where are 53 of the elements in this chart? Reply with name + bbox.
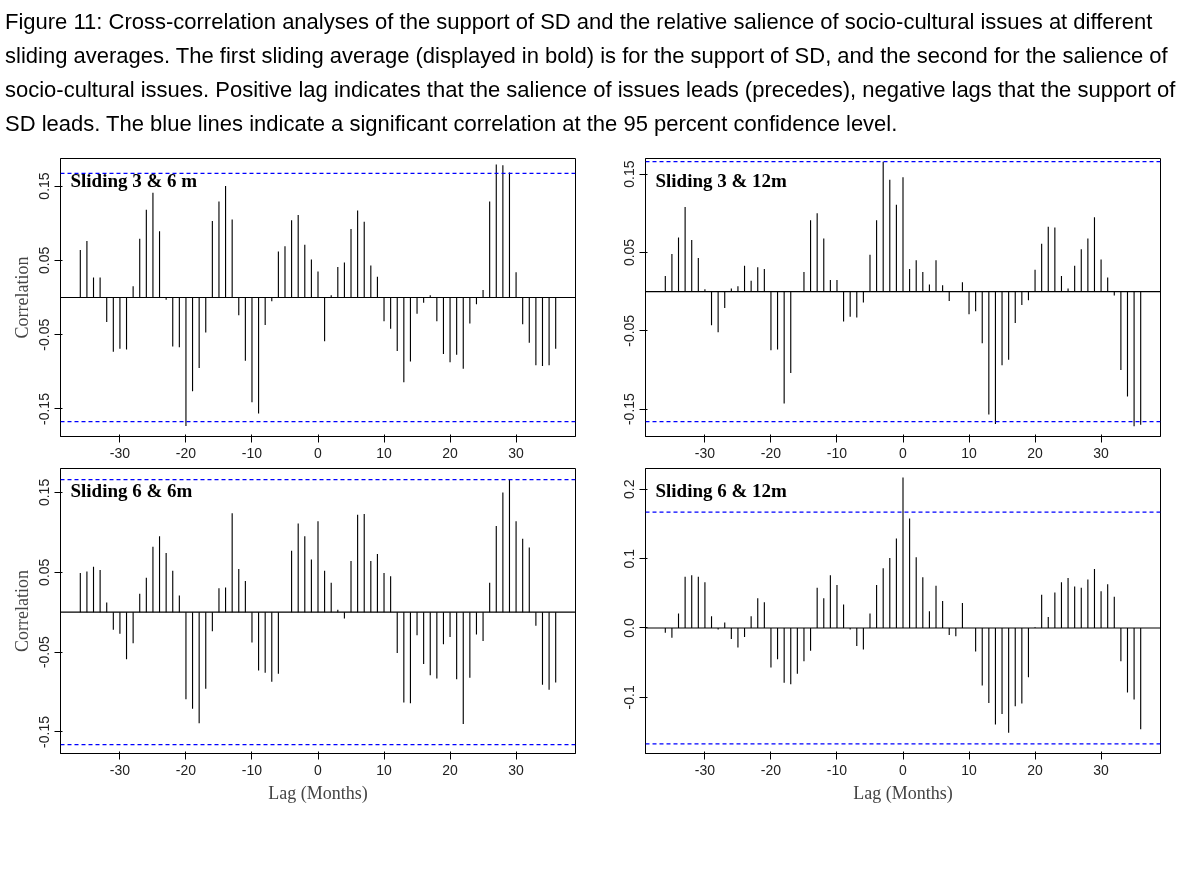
text: Sliding 6 & 12m bbox=[655, 479, 788, 501]
x-tick-label: 20 bbox=[1027, 444, 1044, 461]
y-tick-label: 0.15 bbox=[621, 160, 638, 189]
y-tick-label: -0.15 bbox=[621, 393, 638, 426]
x-axis-title: Lag (Months) bbox=[268, 782, 368, 804]
text: Sliding 3 & 12m bbox=[655, 169, 788, 191]
y-tick-label: -0.1 bbox=[621, 685, 638, 710]
y-tick-label: 0.15 bbox=[36, 172, 53, 200]
y-tick-label: -0.15 bbox=[36, 393, 53, 426]
x-tick-label: 10 bbox=[376, 761, 393, 778]
x-tick-label: -10 bbox=[826, 444, 848, 461]
x-tick-label: 30 bbox=[508, 444, 525, 461]
x-tick-label: -20 bbox=[760, 761, 782, 778]
x-tick-label: -20 bbox=[760, 444, 782, 461]
caption: Figure 11: Cross-correlation analyses of the support of SD and the relative salience of socio-cultural issues at different sliding averages. The first sliding average (displayed in bold) is for the support of SD, and the second for the salience of socio-cultural issues. Positive lag indicates that the salience of issues leads (precedes), negative lags that the support of SD leads. The blue lines indicate a significant correlation at the 95 percent confidence level. bbox=[5, 8, 1177, 139]
y-tick-label: 0.05 bbox=[36, 246, 53, 275]
x-tick-label: 10 bbox=[961, 761, 978, 778]
x-tick-label: 0 bbox=[314, 444, 323, 461]
x-tick-label: -30 bbox=[109, 444, 131, 461]
y-tick-label: 0.15 bbox=[36, 478, 53, 507]
x-tick-label: 20 bbox=[1027, 761, 1044, 778]
x-tick-label: -30 bbox=[694, 761, 716, 778]
y-tick-label: 0.0 bbox=[621, 618, 638, 639]
x-tick-label: 0 bbox=[899, 444, 908, 461]
y-axis-title: Correlation bbox=[11, 570, 32, 653]
x-tick-label: 0 bbox=[314, 761, 323, 778]
text: Sliding 6 & 6m bbox=[70, 479, 193, 501]
y-tick-label: 0.05 bbox=[621, 239, 638, 267]
x-tick-label: -20 bbox=[175, 761, 197, 778]
x-tick-label: 20 bbox=[442, 761, 459, 778]
y-tick-label: 0.1 bbox=[621, 549, 638, 569]
y-tick-label: -0.05 bbox=[36, 318, 53, 351]
y-axis-title: Correlation bbox=[11, 256, 32, 339]
x-tick-label: -30 bbox=[694, 444, 716, 461]
text: Sliding 3 & 6 m bbox=[70, 169, 198, 191]
x-tick-label: 30 bbox=[508, 761, 525, 778]
x-tick-label: -30 bbox=[109, 761, 131, 778]
y-tick-label: -0.05 bbox=[36, 636, 53, 669]
y-tick-label: -0.15 bbox=[36, 716, 53, 749]
x-tick-label: 20 bbox=[442, 444, 459, 461]
x-tick-label: -10 bbox=[241, 761, 263, 778]
x-tick-label: 30 bbox=[1093, 444, 1110, 461]
x-tick-label: -10 bbox=[826, 761, 848, 778]
x-axis-title: Lag (Months) bbox=[853, 782, 953, 804]
x-tick-label: -20 bbox=[175, 444, 197, 461]
y-tick-label: 0.2 bbox=[621, 479, 638, 500]
y-tick-label: 0.05 bbox=[36, 558, 53, 587]
x-tick-label: 10 bbox=[376, 444, 393, 461]
x-tick-label: 30 bbox=[1093, 761, 1110, 778]
x-tick-label: 10 bbox=[961, 444, 978, 461]
x-tick-label: 0 bbox=[899, 761, 908, 778]
y-tick-label: -0.05 bbox=[621, 314, 638, 348]
x-tick-label: -10 bbox=[241, 444, 263, 461]
